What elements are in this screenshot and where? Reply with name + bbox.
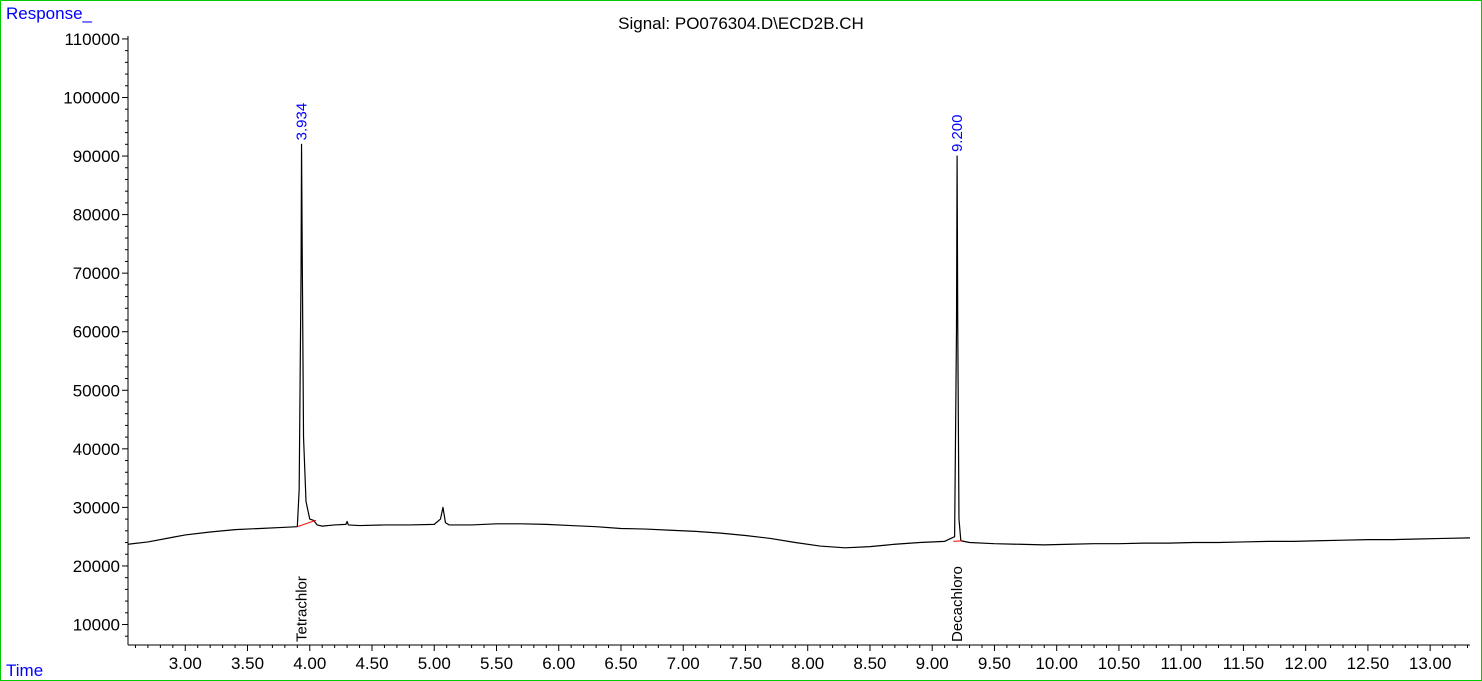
x-tick-label: 11.00: [1161, 654, 1202, 673]
compound-label: Tetrachlor: [294, 576, 311, 642]
x-tick-label: 8.00: [791, 654, 824, 673]
axes: 10000 20000 30000 40000 50000 60000 70000 80000…: [63, 30, 1470, 673]
x-tick-label: 7.50: [729, 654, 762, 673]
y-axis-label: Response_: [6, 4, 93, 23]
x-tick-label: 4.00: [293, 654, 326, 673]
retention-time-label: 9.200: [949, 114, 966, 152]
x-tick-label: 4.50: [355, 654, 388, 673]
x-tick-label: 11.50: [1223, 654, 1264, 673]
x-tick-label: 8.50: [853, 654, 886, 673]
y-tick-label: 50000: [73, 381, 120, 400]
y-tick-label: 90000: [73, 147, 120, 166]
x-tick-label: 10.50: [1098, 654, 1141, 673]
peak-layer: 3.934 Tetrachlor 9.200 Decachloro: [294, 103, 967, 642]
x-tick-label: 10.00: [1035, 654, 1078, 673]
trace-layer: [127, 143, 1471, 549]
y-tick-label: 60000: [73, 323, 120, 342]
y-tick-label: 10000: [73, 616, 120, 635]
chart-title: Signal: PO076304.D\ECD2B.CH: [618, 14, 864, 33]
signal-trace: [127, 143, 1471, 549]
peak-baseline: [297, 519, 317, 528]
x-tick-label: 9.50: [978, 654, 1011, 673]
y-tick-label: 80000: [73, 206, 120, 225]
x-tick-label: 13.00: [1409, 654, 1452, 673]
y-tick-label: 40000: [73, 440, 120, 459]
x-tick-label: 6.00: [542, 654, 575, 673]
retention-time-label: 3.934: [294, 103, 311, 141]
x-tick-label: 3.50: [231, 654, 264, 673]
y-tick-label: 110000: [65, 30, 120, 49]
y-tick-label: 70000: [73, 264, 120, 283]
x-tick-label: 12.00: [1284, 654, 1327, 673]
x-tick-label: 7.00: [667, 654, 700, 673]
x-tick-label: 3.00: [169, 654, 202, 673]
y-tick-label: 100000: [63, 88, 120, 107]
compound-label: Decachloro: [949, 566, 966, 642]
peak-baseline: [953, 540, 963, 542]
x-tick-label: 6.50: [604, 654, 637, 673]
x-axis-label: Time: [6, 661, 44, 680]
x-tick-label: 9.00: [916, 654, 949, 673]
x-tick-label: 5.50: [480, 654, 513, 673]
x-tick-label: 5.00: [418, 654, 451, 673]
y-tick-label: 30000: [73, 498, 120, 517]
x-tick-label: 12.50: [1347, 654, 1390, 673]
y-tick-label: 20000: [73, 557, 120, 576]
